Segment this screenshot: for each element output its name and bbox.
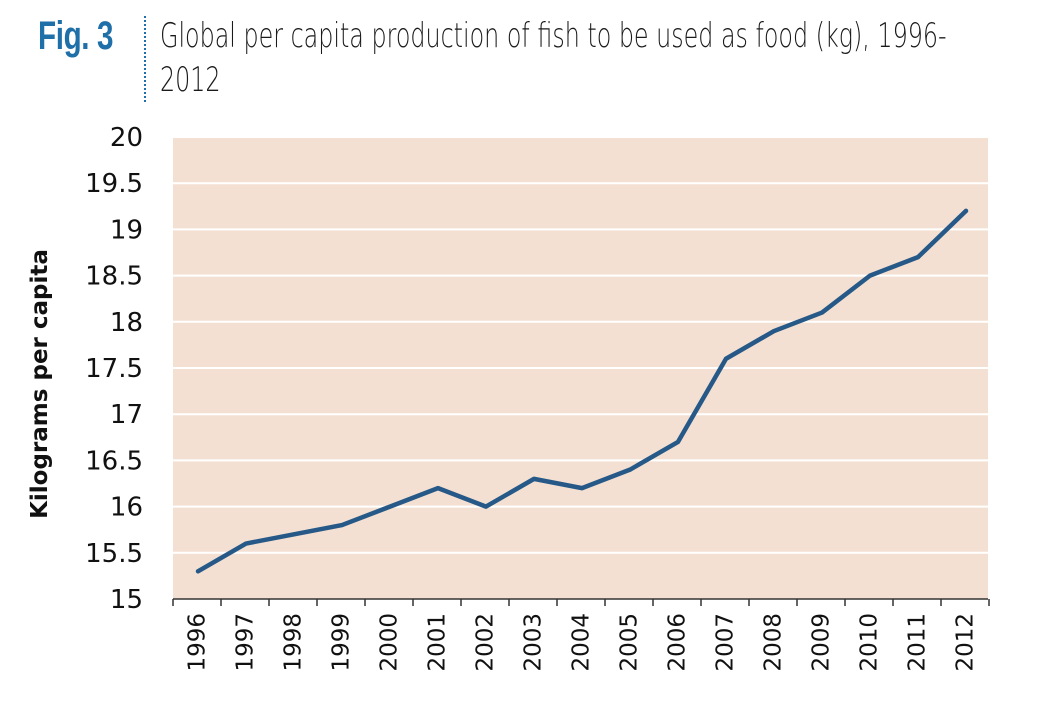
y-tick-labels: 15 15.5 16 16.5 17 17.5 18 18.5 19 19.5 20: [85, 123, 143, 615]
data-point: [820, 310, 824, 315]
x-tick-label: 2007: [713, 613, 739, 672]
header-divider: [144, 16, 146, 102]
x-tick-label: 2002: [473, 613, 499, 672]
data-point: [676, 439, 680, 444]
x-tick-label: 1996: [185, 613, 211, 672]
data-point: [628, 467, 632, 472]
x-tick-label: 2006: [665, 613, 691, 672]
data-point: [772, 329, 776, 334]
y-tick-label: 15: [110, 585, 143, 615]
x-tick-labels: 1996 1997 1998 1999 2000 2001 2002 2003 2004 2005…: [185, 613, 979, 672]
gridlines: [173, 136, 988, 554]
figure-title: Global per capita production of fish to …: [160, 16, 947, 100]
data-point: [724, 356, 728, 361]
data-point: [436, 486, 440, 491]
x-tick-label: 2011: [905, 613, 931, 672]
y-tick-label: 18.5: [85, 262, 143, 292]
x-tick-label: 2012: [953, 613, 979, 672]
x-tick-label: 2000: [377, 613, 403, 672]
figure-label: Fig. 3: [38, 14, 114, 58]
y-tick-label: 17.5: [85, 354, 143, 384]
data-point: [244, 541, 248, 546]
data-point: [484, 504, 488, 509]
data-point: [916, 255, 920, 260]
x-tick-label: 2003: [521, 613, 547, 672]
data-point: [868, 273, 872, 278]
data-points: [196, 208, 968, 574]
x-tick-label: 2009: [809, 613, 835, 672]
x-tick-label: 1999: [329, 613, 355, 672]
data-point: [532, 476, 536, 481]
x-tick-label: 1998: [281, 613, 307, 672]
x-tick-label: 2008: [761, 613, 787, 672]
y-tick-label: 18: [110, 308, 143, 338]
figure-header: Fig. 3 Global per capita production of f…: [38, 8, 1028, 108]
y-tick-label: 15.5: [85, 539, 143, 569]
x-tick-label: 2010: [857, 613, 883, 672]
y-tick-label: 20: [110, 123, 143, 153]
x-tick-label: 2005: [617, 613, 643, 672]
y-tick-label: 16: [110, 493, 143, 523]
data-point: [388, 504, 392, 509]
data-point: [340, 523, 344, 528]
y-tick-label: 16.5: [85, 446, 143, 476]
x-tick-label: 2001: [425, 613, 451, 672]
y-tick-label: 19.5: [85, 169, 143, 199]
data-point: [196, 569, 200, 574]
x-tick-label: 1997: [233, 613, 259, 672]
data-point: [292, 532, 296, 537]
data-point: [964, 208, 968, 213]
axes: [172, 598, 990, 606]
y-tick-label: 19: [110, 215, 143, 245]
y-tick-label: 17: [110, 400, 143, 430]
x-tick-label: 2004: [569, 613, 595, 672]
data-point: [580, 486, 584, 491]
